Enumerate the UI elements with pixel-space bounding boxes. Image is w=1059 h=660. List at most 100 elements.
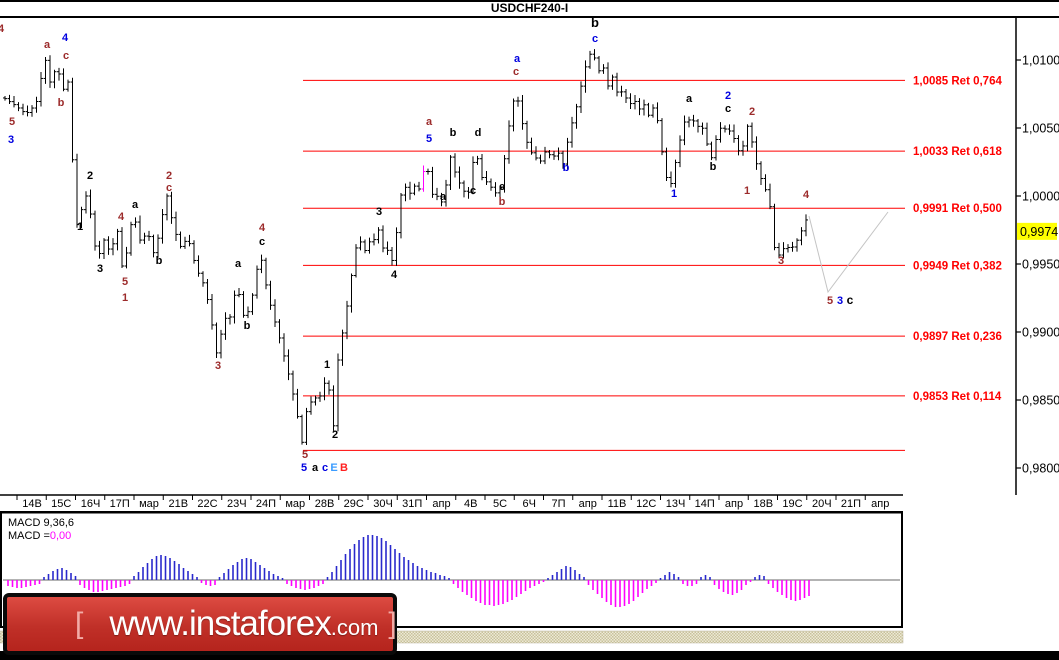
wave-label: 2 [166, 170, 172, 182]
time-axis-label: 19С [782, 498, 802, 510]
time-axis-label: 21П [841, 498, 861, 510]
wave-label: c [513, 66, 519, 78]
price-axis-label: 0,9850 [1022, 394, 1059, 408]
time-axis-label: 15С [51, 498, 71, 510]
wave-label: b [499, 196, 506, 208]
time-axis-label: 20Ч [812, 498, 832, 510]
wave-label: b [58, 97, 65, 109]
time-axis-label: мар [285, 498, 305, 510]
time-axis-label: 23Ч [227, 498, 247, 510]
wave-label: 1 [744, 185, 750, 197]
instaforex-banner-link[interactable]: [ www.instaforex.com ] [3, 593, 397, 655]
wave-label: a [514, 53, 521, 65]
wave-label: b [156, 255, 163, 267]
wave-label: d [475, 127, 482, 139]
wave-label: 2 [725, 90, 731, 102]
wave-label: 3 [778, 255, 784, 267]
macd-indicator-labels: MACD 9,36,6 MACD =0,00 [8, 517, 74, 543]
macd-params-label: MACD 9,36,6 [8, 517, 75, 529]
wave-label: b [563, 162, 570, 174]
time-axis-label: 17П [110, 498, 130, 510]
wave-label: 3 [376, 206, 382, 218]
macd-current-value: 0,00 [49, 530, 72, 542]
wave-label: B [340, 462, 348, 474]
wave-label: c [166, 182, 172, 194]
price-axis-label: 1,0000 [1022, 190, 1059, 204]
wave-label: b [450, 127, 457, 139]
time-axis-label: 11В [608, 498, 627, 510]
price-axis-label: 1,0050 [1022, 122, 1059, 136]
current-price-label: 0,9974 [1020, 225, 1058, 239]
wave-label: 4 [118, 211, 125, 223]
fib-level-label: 0,9897 Ret 0,236 [913, 331, 1002, 343]
wave-label: c [470, 185, 476, 197]
wave-label: a [44, 39, 51, 51]
wave-label: e [499, 181, 505, 193]
wave-label: a [686, 93, 693, 105]
wave-label: 5 [301, 462, 307, 474]
fib-level-label: 0,9991 Ret 0,500 [913, 203, 1002, 215]
wave-label: 3 [215, 360, 221, 372]
price-axis-label: 1,0100 [1022, 54, 1059, 68]
time-axis-label: апр [432, 498, 450, 510]
wave-label: 3 [8, 134, 14, 146]
wave-label: c [322, 462, 328, 474]
price-axis-label: 0,9950 [1022, 258, 1059, 272]
wave-label: E [330, 462, 337, 474]
wave-label: b [591, 15, 599, 30]
time-axis-label: 7П [551, 498, 565, 510]
time-axis-label: 16Ч [81, 498, 101, 510]
wave-label: a [235, 258, 242, 270]
fib-level-label: 0,9853 Ret 0,114 [913, 391, 1002, 403]
time-axis-label: 22С [197, 498, 217, 510]
time-axis-label: 18В [753, 498, 773, 510]
banner-left-bracket: [ [75, 607, 84, 640]
current-price-badge: 0,9974 [1017, 222, 1058, 240]
wave-label: 1 [324, 359, 330, 371]
macd-histogram [7, 535, 810, 607]
time-axis-label: 28В [315, 498, 335, 510]
wave-label: 4 [259, 222, 266, 234]
wave-label: 4 [62, 32, 69, 44]
fib-level-label: 0,9949 Ret 0,382 [913, 260, 1002, 272]
chart-title-bar: USDCHF240-I [0, 0, 1059, 18]
wave-label: c [592, 33, 598, 45]
wave-label: 2 [332, 429, 338, 441]
wave-label: 3 [97, 263, 103, 275]
time-axis-label: 24П [256, 498, 276, 510]
time-axis-label: мар [139, 498, 159, 510]
wave-label: 5 [302, 449, 308, 461]
wave-label: a [132, 199, 139, 211]
price-axis-label: 0,9900 [1022, 326, 1059, 340]
wave-label: c [63, 50, 69, 62]
time-axis-label: 21В [168, 498, 188, 510]
time-axis-label: 12С [636, 498, 656, 510]
fibonacci-retracement-lines: 1,0085 Ret 0,764 1,0033 Ret 0,618 0,9991 R… [303, 75, 1002, 451]
time-axis-label: 31П [402, 498, 422, 510]
wave-label: a [426, 116, 433, 128]
projection-zigzag [808, 211, 889, 294]
wave-label: 4 [803, 189, 810, 201]
wave-label: a [312, 462, 319, 474]
time-axis-label: апр [725, 498, 743, 510]
time-axis-label: 29С [344, 498, 364, 510]
time-axis-label: 13Ч [666, 498, 686, 510]
wave-label: b [244, 320, 251, 332]
banner-url: www.instaforex.com [109, 604, 379, 643]
wave-label: c [725, 103, 731, 115]
wave-label: 5 [426, 133, 432, 145]
fib-level-label: 1,0085 Ret 0,764 [913, 75, 1002, 87]
time-axis-label: 14П [695, 498, 715, 510]
macd-value-row: MACD =0,00 [8, 530, 72, 542]
bottom-black-strip [0, 651, 1059, 660]
time-axis-label: апр [871, 498, 889, 510]
wave-label: a [440, 191, 447, 203]
wave-label: 1 [77, 221, 83, 233]
fib-level-label: 1,0033 Ret 0,618 [913, 146, 1002, 158]
wave-label: 4 [391, 269, 398, 281]
time-axis-label: апр [579, 498, 597, 510]
chart-title: USDCHF240-I [490, 1, 569, 15]
